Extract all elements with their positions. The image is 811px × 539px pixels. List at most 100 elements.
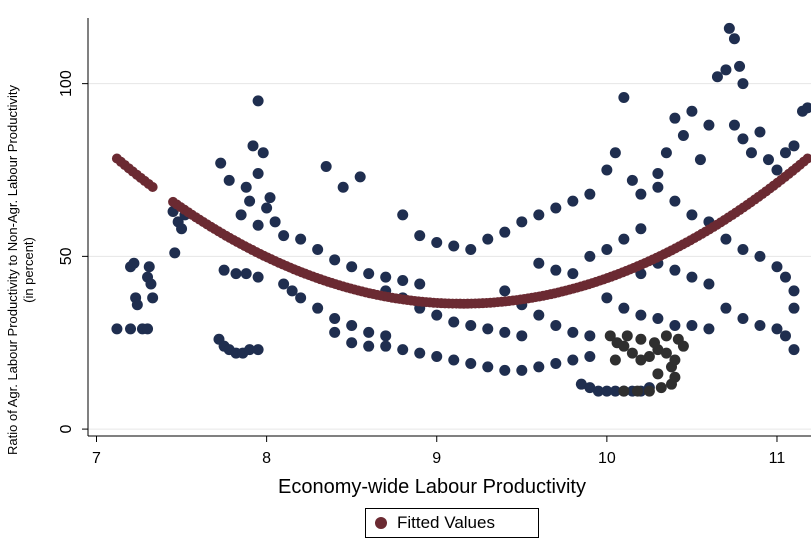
data-point-s0-22 <box>244 344 256 356</box>
x-tick-label-10: 10 <box>598 450 616 467</box>
data-point-s0-135 <box>677 129 689 141</box>
data-point-s0-49 <box>380 330 392 342</box>
data-point-s0-0 <box>111 323 123 335</box>
data-point-s0-104 <box>533 257 545 269</box>
data-point-s0-97 <box>584 351 596 363</box>
data-point-s1-2 <box>618 340 630 352</box>
data-point-s0-124 <box>669 319 681 331</box>
data-point-s0-106 <box>567 268 579 280</box>
data-point-s0-47 <box>346 319 358 331</box>
x-tick-label-9: 9 <box>432 450 441 467</box>
data-point-s0-68 <box>363 340 375 352</box>
data-point-s0-123 <box>652 313 664 325</box>
data-point-s0-102 <box>567 326 579 338</box>
data-point-s0-140 <box>720 64 732 76</box>
data-point-s0-36 <box>261 202 273 214</box>
data-point-s0-69 <box>380 340 392 352</box>
data-point-s0-57 <box>414 278 426 290</box>
data-point-s0-85 <box>499 226 511 238</box>
data-point-s0-138 <box>703 119 715 131</box>
axes <box>82 18 811 442</box>
data-point-s1-11 <box>655 382 667 394</box>
data-point-s0-147 <box>745 147 757 159</box>
data-point-s1-17 <box>635 333 647 345</box>
data-point-s1-21 <box>677 340 689 352</box>
data-point-s0-4 <box>131 299 143 311</box>
data-point-s1-0 <box>604 330 616 342</box>
data-point-s0-144 <box>737 78 749 90</box>
data-point-s1-14 <box>618 385 630 397</box>
data-point-s0-82 <box>499 326 511 338</box>
data-point-s0-126 <box>703 323 715 335</box>
data-point-s0-145 <box>728 119 740 131</box>
y-axis-title: Ratio of Agr. Labour Productivity to Non… <box>5 85 20 455</box>
data-point-s0-88 <box>550 202 562 214</box>
data-point-s0-159 <box>771 261 783 273</box>
data-point-s0-148 <box>754 126 766 138</box>
data-point-s0-91 <box>482 361 494 373</box>
data-point-s0-30 <box>257 147 269 159</box>
data-point-s0-2 <box>128 257 140 269</box>
data-point-s0-87 <box>533 209 545 221</box>
data-point-s0-120 <box>601 292 613 304</box>
x-tick-label-11: 11 <box>769 450 786 467</box>
data-point-s1-7 <box>660 347 672 359</box>
data-point-s0-139 <box>711 71 723 83</box>
data-point-s0-5 <box>125 323 137 335</box>
data-point-s0-73 <box>448 354 460 366</box>
data-point-s0-100 <box>533 309 545 321</box>
data-point-s0-152 <box>788 140 800 152</box>
data-point-s0-103 <box>584 330 596 342</box>
data-point-s0-136 <box>686 105 698 117</box>
data-point-s0-176 <box>652 181 664 193</box>
data-point-s0-66 <box>329 326 341 338</box>
data-point-s0-149 <box>762 154 774 166</box>
tick-labels: 7 8 9 10 11 0 50 100 <box>58 70 785 467</box>
data-point-s0-58 <box>320 161 332 173</box>
data-point-s0-78 <box>431 309 443 321</box>
data-point-s0-130 <box>626 174 638 186</box>
data-point-s0-7 <box>142 323 154 335</box>
data-point-s0-25 <box>230 268 242 280</box>
data-point-s0-46 <box>329 313 341 325</box>
fitted-point-0-9 <box>147 181 158 192</box>
data-point-s0-137 <box>694 154 706 166</box>
x-tick-label-7: 7 <box>92 450 101 467</box>
data-point-s0-125 <box>686 319 698 331</box>
data-point-s0-101 <box>550 319 562 331</box>
data-point-s0-111 <box>575 378 587 390</box>
data-point-s0-109 <box>618 233 630 245</box>
fitted-curve <box>111 153 811 309</box>
data-point-s0-166 <box>779 330 791 342</box>
data-point-s0-98 <box>499 285 511 297</box>
data-point-s0-11 <box>147 292 159 304</box>
y-axis-subtitle: (in percent) <box>21 237 36 303</box>
data-point-s0-83 <box>516 330 528 342</box>
data-point-s0-150 <box>771 164 783 176</box>
data-point-s0-51 <box>312 243 324 255</box>
fitted-point-1-168 <box>802 153 811 164</box>
data-point-s0-52 <box>329 254 341 266</box>
data-point-s0-53 <box>346 261 358 273</box>
data-point-s1-5 <box>643 351 655 363</box>
data-point-s1-12 <box>643 385 655 397</box>
y-tick-label-100: 100 <box>58 70 75 97</box>
data-point-s0-164 <box>754 319 766 331</box>
data-point-s0-141 <box>723 22 735 34</box>
data-point-s0-42 <box>278 278 290 290</box>
data-point-s0-167 <box>788 344 800 356</box>
data-point-s0-107 <box>584 250 596 262</box>
data-point-s0-162 <box>720 302 732 314</box>
data-point-s0-168 <box>788 302 800 314</box>
data-point-s0-134 <box>669 112 681 124</box>
data-point-s0-175 <box>669 195 681 207</box>
data-point-s0-41 <box>264 192 276 204</box>
data-point-s0-45 <box>312 302 324 314</box>
legend: Fitted Values <box>365 508 539 538</box>
data-point-s0-61 <box>397 209 409 221</box>
data-point-s0-158 <box>754 250 766 262</box>
data-point-s0-161 <box>788 285 800 297</box>
data-point-s0-63 <box>431 237 443 249</box>
data-point-s0-129 <box>618 91 630 103</box>
data-point-s1-19 <box>660 330 672 342</box>
